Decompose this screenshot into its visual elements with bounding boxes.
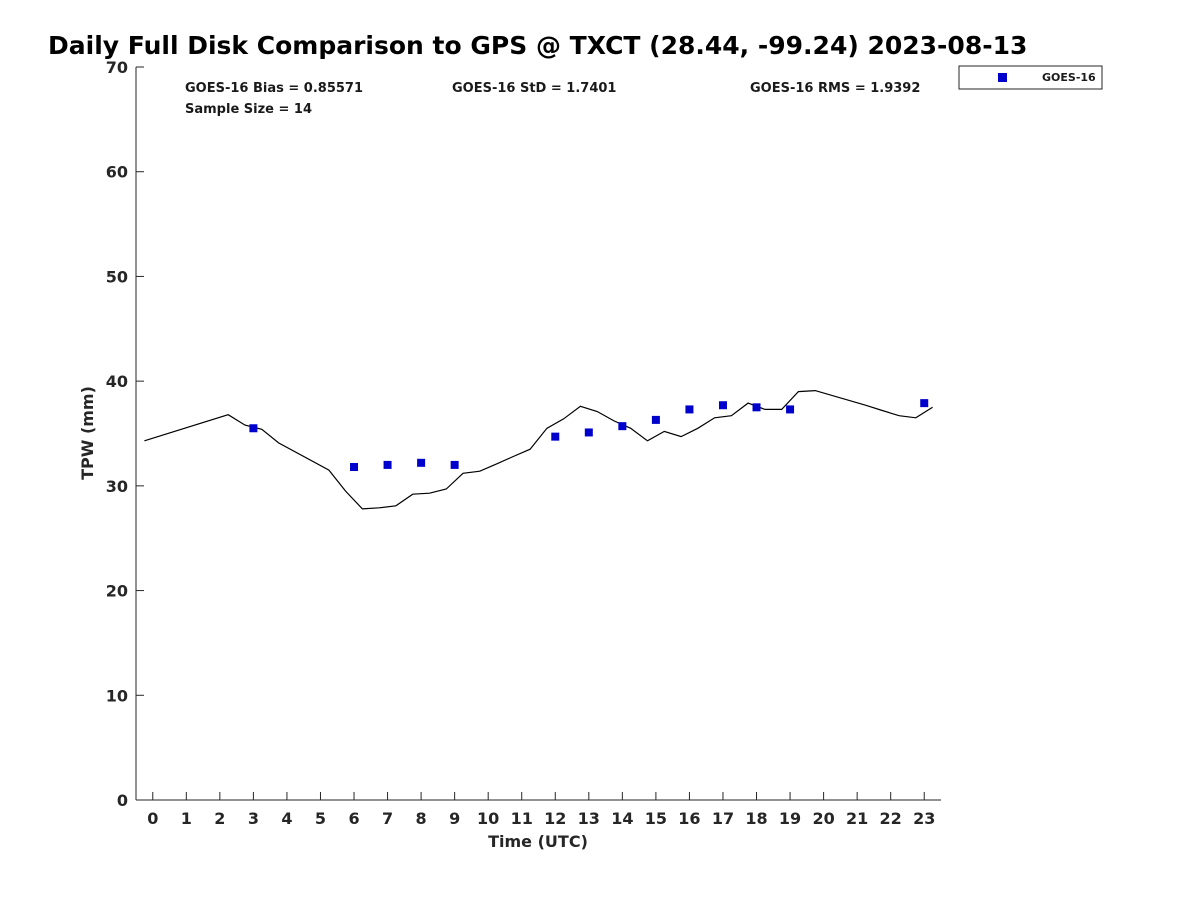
x-tick-label: 1 bbox=[181, 809, 192, 828]
chart-title: Daily Full Disk Comparison to GPS @ TXCT… bbox=[48, 31, 1027, 60]
x-tick-label: 23 bbox=[913, 809, 935, 828]
x-tick-label: 20 bbox=[812, 809, 834, 828]
goes16-point bbox=[618, 422, 627, 431]
goes16-point bbox=[920, 399, 929, 408]
goes16-point bbox=[249, 424, 258, 433]
goes16-point bbox=[383, 460, 392, 469]
x-tick-label: 16 bbox=[678, 809, 700, 828]
goes16-point bbox=[752, 403, 761, 412]
x-tick-label: 5 bbox=[315, 809, 326, 828]
sample-size-stat: Sample Size = 14 bbox=[185, 102, 312, 117]
x-tick-label: 6 bbox=[348, 809, 359, 828]
legend-box bbox=[958, 65, 1103, 90]
goes16-point bbox=[584, 428, 593, 437]
y-tick-label: 60 bbox=[106, 163, 128, 182]
bias-stat: GOES-16 Bias = 0.85571 bbox=[185, 81, 363, 96]
legend-marker bbox=[998, 73, 1007, 82]
x-tick-label: 14 bbox=[611, 809, 633, 828]
y-tick-label: 0 bbox=[117, 791, 128, 810]
x-tick-label: 7 bbox=[382, 809, 393, 828]
goes16-point bbox=[718, 401, 727, 410]
x-tick-label: 19 bbox=[779, 809, 801, 828]
goes16-point bbox=[350, 463, 359, 472]
goes16-point bbox=[417, 458, 426, 467]
std-stat: GOES-16 StD = 1.7401 bbox=[452, 81, 616, 96]
y-tick-label: 40 bbox=[106, 372, 128, 391]
x-tick-label: 18 bbox=[745, 809, 767, 828]
legend: GOES-16 bbox=[958, 65, 1103, 90]
y-axis-label: TPW (mm) bbox=[78, 386, 97, 480]
y-tick-label: 30 bbox=[106, 477, 128, 496]
x-axis-label: Time (UTC) bbox=[488, 832, 588, 851]
x-tick-label: 15 bbox=[645, 809, 667, 828]
y-tick-label: 10 bbox=[106, 686, 128, 705]
goes16-point bbox=[450, 460, 459, 469]
x-tick-label: 21 bbox=[846, 809, 868, 828]
goes16-point bbox=[551, 432, 560, 441]
x-tick-label: 0 bbox=[147, 809, 158, 828]
x-tick-label: 4 bbox=[281, 809, 292, 828]
rms-stat: GOES-16 RMS = 1.9392 bbox=[750, 81, 920, 96]
goes16-point bbox=[651, 415, 660, 424]
y-axis-ticks: 0 10 20 30 40 50 60 70 bbox=[106, 58, 144, 810]
gps-line bbox=[144, 389, 933, 510]
x-tick-label: 8 bbox=[416, 809, 427, 828]
legend-label: GOES-16 bbox=[1042, 71, 1096, 84]
y-tick-label: 50 bbox=[106, 267, 128, 286]
y-tick-label: 20 bbox=[106, 582, 128, 601]
axes bbox=[135, 67, 941, 801]
gps-line-series bbox=[144, 389, 933, 510]
x-tick-label: 3 bbox=[248, 809, 259, 828]
goes16-scatter-series bbox=[249, 399, 929, 472]
x-tick-label: 12 bbox=[544, 809, 566, 828]
x-tick-label: 13 bbox=[578, 809, 600, 828]
x-axis-ticks: 0 1 2 3 4 5 6 7 8 9 10 11 12 13 14 15 16 17 18 19 20 21 22 23 bbox=[147, 792, 935, 828]
x-tick-label: 22 bbox=[880, 809, 902, 828]
goes16-point bbox=[786, 405, 795, 414]
x-tick-label: 11 bbox=[511, 809, 533, 828]
x-tick-label: 2 bbox=[214, 809, 225, 828]
x-tick-label: 10 bbox=[477, 809, 499, 828]
y-tick-label: 70 bbox=[106, 58, 128, 77]
x-tick-label: 17 bbox=[712, 809, 734, 828]
x-tick-label: 9 bbox=[449, 809, 460, 828]
goes16-point bbox=[685, 405, 694, 414]
